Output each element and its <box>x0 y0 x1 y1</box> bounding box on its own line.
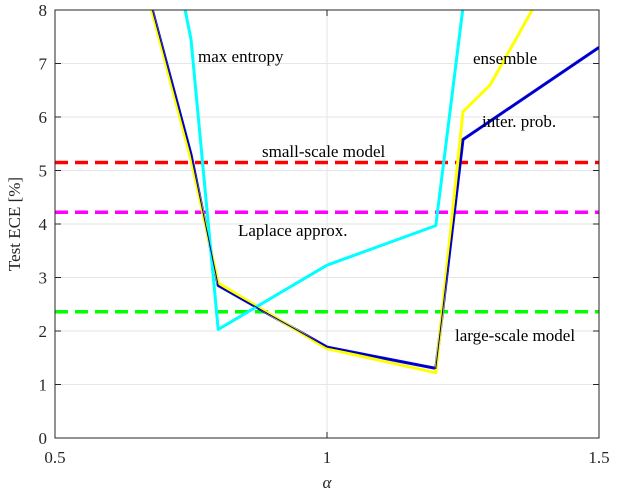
y-tick-label: 7 <box>39 55 48 74</box>
x-tick-label: 1.5 <box>588 448 609 467</box>
y-tick-label: 0 <box>39 429 48 448</box>
annotation-label: max entropy <box>198 47 284 66</box>
annotation-label: ensemble <box>473 49 537 68</box>
y-tick-label: 6 <box>39 108 48 127</box>
x-tick-label: 0.5 <box>44 448 65 467</box>
series-line <box>150 10 534 375</box>
y-axis-title: Test ECE [%] <box>5 177 24 271</box>
y-tick-label: 4 <box>39 215 48 234</box>
annotation-label: small-scale model <box>262 142 385 161</box>
y-tick-label: 3 <box>39 269 48 288</box>
x-tick-label: 1 <box>323 448 332 467</box>
annotation-label: inter. prob. <box>482 112 556 131</box>
reference-lines <box>55 160 599 314</box>
y-tick-label: 2 <box>39 322 48 341</box>
y-tick-label: 5 <box>39 162 48 181</box>
y-tick-label: 8 <box>39 1 48 20</box>
annotation-label: large-scale model <box>455 326 575 345</box>
series-line <box>183 10 465 331</box>
annotations: inter. prob. ensemble max entropy small-sca… <box>198 47 575 345</box>
series-line-outline <box>151 10 599 369</box>
y-tick-label: 1 <box>39 376 48 395</box>
x-axis-title: α <box>323 473 333 492</box>
series-lines <box>150 10 599 375</box>
tick-labels: 0 1 2 3 4 5 6 7 8 0.5 1 1.5 <box>39 1 610 467</box>
annotation-label: Laplace approx. <box>238 221 348 240</box>
axes <box>54 9 600 439</box>
